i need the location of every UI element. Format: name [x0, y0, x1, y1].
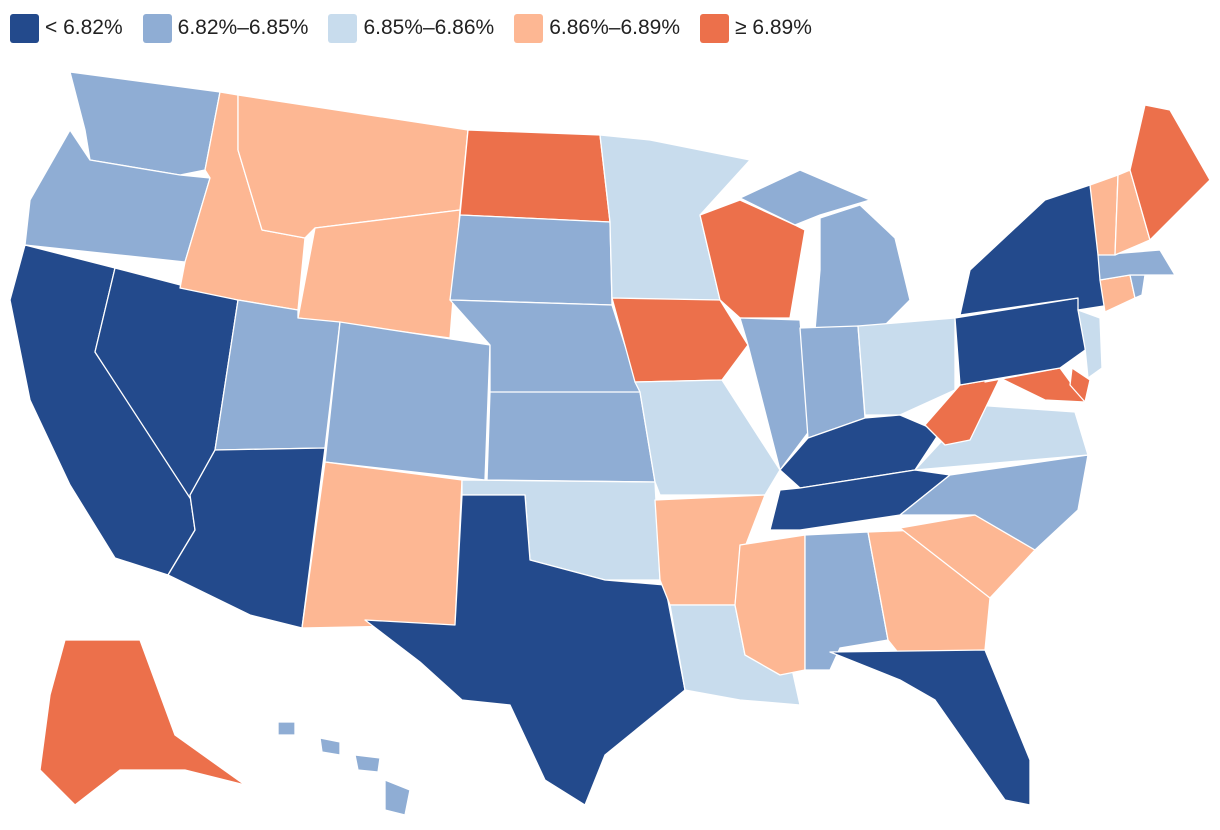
state-co — [324, 321, 491, 481]
state-ks — [486, 391, 656, 483]
state-wa — [69, 71, 221, 176]
legend-label: 6.85%–6.86% — [363, 16, 495, 39]
state-sd — [449, 214, 613, 306]
state-ia — [611, 297, 749, 383]
legend-swatch — [328, 13, 358, 43]
state-nc — [899, 454, 1089, 551]
state-az — [167, 447, 326, 629]
legend-item: 6.85%–6.86% — [328, 13, 495, 43]
legend: < 6.82% 6.82%–6.85% 6.85%–6.86% 6.86%–6.89%… — [10, 12, 832, 44]
state-hi — [277, 721, 411, 816]
state-me — [1129, 104, 1211, 241]
legend-label: < 6.82% — [45, 16, 123, 39]
legend-item: 6.82%–6.85% — [142, 13, 309, 43]
state-ma — [1097, 249, 1176, 281]
legend-swatch — [700, 13, 729, 43]
legend-label: 6.82%–6.85% — [177, 16, 309, 39]
state-oh — [857, 317, 956, 416]
state-il — [739, 317, 811, 471]
state-ct — [1099, 274, 1136, 313]
state-nd — [459, 129, 611, 223]
state-ms — [734, 534, 806, 676]
legend-swatch — [10, 13, 39, 43]
state-ak — [39, 639, 246, 806]
state-nj — [1077, 309, 1103, 379]
state-ky — [779, 414, 941, 489]
legend-swatch — [514, 13, 544, 43]
legend-item: ≥ 6.89% — [700, 13, 812, 43]
state-wi — [699, 199, 806, 319]
state-wy — [297, 209, 461, 339]
legend-swatch — [142, 13, 172, 43]
state-tx — [364, 494, 686, 806]
state-ny — [959, 184, 1111, 316]
legend-item: 6.86%–6.89% — [514, 13, 680, 43]
state-mi — [739, 169, 911, 331]
state-fl — [829, 649, 1031, 806]
state-de — [1069, 367, 1091, 403]
state-mo — [634, 379, 781, 496]
legend-label: 6.86%–6.89% — [549, 16, 680, 39]
legend-label: ≥ 6.89% — [735, 16, 812, 39]
legend-item: < 6.82% — [10, 13, 123, 43]
state-nm — [301, 461, 463, 629]
state-wv — [924, 377, 1001, 446]
